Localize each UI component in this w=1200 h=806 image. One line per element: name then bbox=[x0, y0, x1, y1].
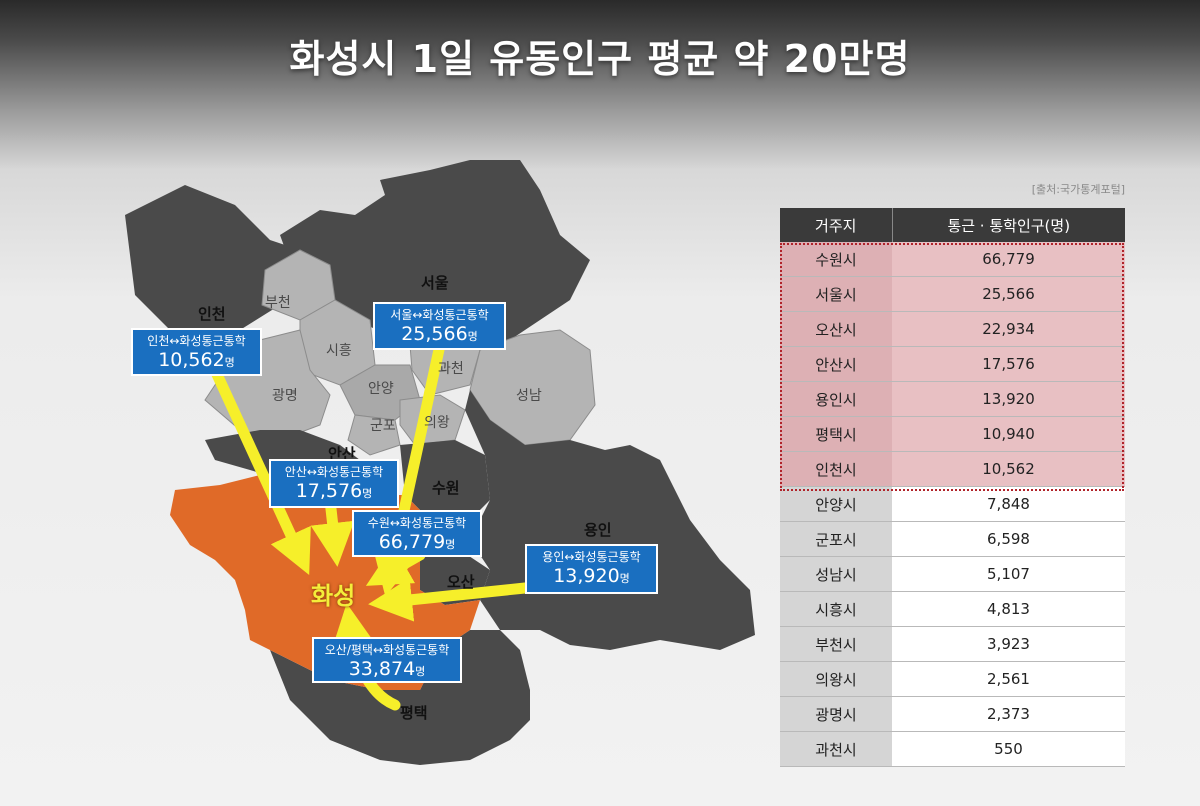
commute-box-incheon: 인천↔화성통근통학 10,562명 bbox=[131, 328, 262, 376]
table-header-row: 거주지 통근 · 통학인구(명) bbox=[780, 208, 1125, 242]
commuters-cell: 4,813 bbox=[892, 591, 1125, 627]
residence-cell: 안산시 bbox=[780, 346, 892, 382]
header-commuters: 통근 · 통학인구(명) bbox=[892, 208, 1125, 242]
table-row: 평택시 10,940 bbox=[780, 416, 1125, 452]
city-label-seoul: 서울 bbox=[421, 274, 449, 292]
header-residence: 거주지 bbox=[780, 208, 893, 242]
table-row: 군포시 6,598 bbox=[780, 521, 1125, 557]
table-row: 안양시 7,848 bbox=[780, 486, 1125, 522]
commute-box-ansan: 안산↔화성통근통학 17,576명 bbox=[269, 459, 399, 508]
commuters-cell: 2,561 bbox=[892, 661, 1125, 697]
commute-table: 거주지 통근 · 통학인구(명) 수원시 66,779 서울시 25,566 오산시 22… bbox=[780, 208, 1125, 767]
table-row: 오산시 22,934 bbox=[780, 311, 1125, 347]
table-row: 인천시 10,562 bbox=[780, 451, 1125, 487]
map-label-gwacheon: 과천 bbox=[438, 361, 464, 377]
table-row: 과천시 550 bbox=[780, 731, 1125, 767]
map-label-bucheon: 부천 bbox=[265, 295, 291, 311]
table-row: 광명시 2,373 bbox=[780, 696, 1125, 732]
table-row: 서울시 25,566 bbox=[780, 276, 1125, 312]
commuters-cell: 66,779 bbox=[892, 242, 1125, 277]
commuters-cell: 550 bbox=[892, 731, 1125, 767]
city-label-suwon: 수원 bbox=[432, 479, 460, 497]
map-label-gunpo: 군포 bbox=[370, 418, 396, 434]
commuters-cell: 6,598 bbox=[892, 521, 1125, 557]
table-row: 수원시 66,779 bbox=[780, 242, 1125, 277]
table-row: 부천시 3,923 bbox=[780, 626, 1125, 662]
commute-box-osan-pyeongtaek: 오산/평택↔화성통근통학 33,874명 bbox=[312, 637, 462, 683]
residence-cell: 과천시 bbox=[780, 731, 892, 767]
suwon-region bbox=[400, 440, 490, 520]
commuters-cell: 22,934 bbox=[892, 311, 1125, 347]
residence-cell: 시흥시 bbox=[780, 591, 892, 627]
city-label-incheon: 인천 bbox=[198, 305, 226, 323]
map-label-uiwang: 의왕 bbox=[424, 415, 450, 431]
residence-cell: 인천시 bbox=[780, 451, 892, 487]
residence-cell: 광명시 bbox=[780, 696, 892, 732]
commute-box-seoul: 서울↔화성통근통학 25,566명 bbox=[373, 302, 506, 350]
commuters-cell: 17,576 bbox=[892, 346, 1125, 382]
page-title: 화성시 1일 유동인구 평균 약 20만명 bbox=[289, 37, 911, 81]
city-label-osan: 오산 bbox=[447, 573, 475, 591]
commuters-cell: 25,566 bbox=[892, 276, 1125, 312]
residence-cell: 의왕시 bbox=[780, 661, 892, 697]
residence-cell: 서울시 bbox=[780, 276, 892, 312]
table-row: 시흥시 4,813 bbox=[780, 591, 1125, 627]
commuters-cell: 10,562 bbox=[892, 451, 1125, 487]
table-row: 용인시 13,920 bbox=[780, 381, 1125, 417]
commuters-cell: 10,940 bbox=[892, 416, 1125, 452]
map-label-seongnam: 성남 bbox=[516, 388, 542, 404]
residence-cell: 평택시 bbox=[780, 416, 892, 452]
residence-cell: 오산시 bbox=[780, 311, 892, 347]
source-note: [출처:국가통계포털] bbox=[1031, 183, 1125, 196]
commuters-cell: 3,923 bbox=[892, 626, 1125, 662]
city-label-hwaseong: 화성 bbox=[311, 582, 356, 610]
table-row: 의왕시 2,561 bbox=[780, 661, 1125, 697]
commuters-cell: 2,373 bbox=[892, 696, 1125, 732]
residence-cell: 부천시 bbox=[780, 626, 892, 662]
gunpo-region bbox=[347, 414, 401, 456]
city-label-yongin: 용인 bbox=[584, 521, 612, 539]
commuters-cell: 13,920 bbox=[892, 381, 1125, 417]
pyeongtaek-region bbox=[270, 630, 530, 765]
map-label-siheung: 시흥 bbox=[326, 343, 352, 359]
city-label-pyeongtaek: 평택 bbox=[400, 704, 428, 722]
commute-box-suwon: 수원↔화성통근통학 66,779명 bbox=[352, 510, 482, 557]
residence-cell: 안양시 bbox=[780, 486, 892, 522]
table-row: 성남시 5,107 bbox=[780, 556, 1125, 592]
commute-box-yongin: 용인↔화성통근통학 13,920명 bbox=[525, 544, 658, 594]
residence-cell: 수원시 bbox=[780, 242, 892, 277]
map-label-gwangmyeong: 광명 bbox=[272, 388, 298, 404]
commuters-cell: 7,848 bbox=[892, 486, 1125, 522]
residence-cell: 용인시 bbox=[780, 381, 892, 417]
region-map bbox=[125, 160, 755, 765]
residence-cell: 군포시 bbox=[780, 521, 892, 557]
table-row: 안산시 17,576 bbox=[780, 346, 1125, 382]
residence-cell: 성남시 bbox=[780, 556, 892, 592]
commuters-cell: 5,107 bbox=[892, 556, 1125, 592]
incheon-region bbox=[125, 185, 300, 335]
map-label-anyang: 안양 bbox=[368, 381, 394, 397]
city-label-ansan: 안산 bbox=[328, 445, 356, 463]
